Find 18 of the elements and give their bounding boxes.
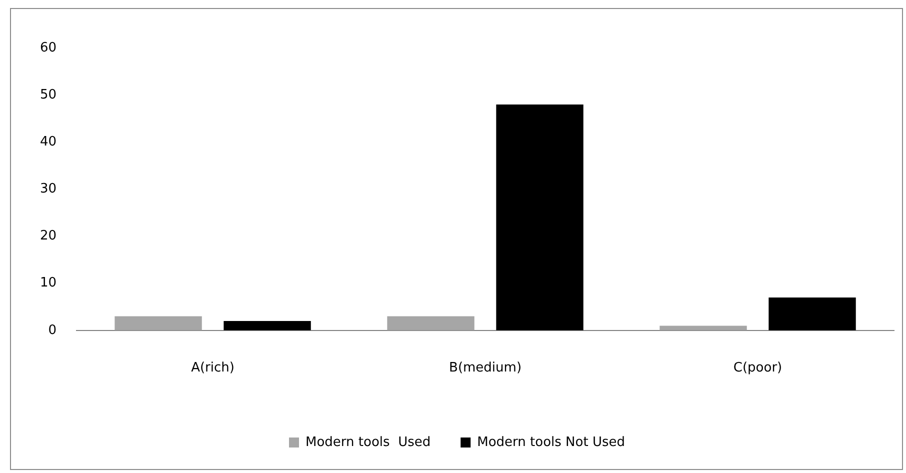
y-tick-label: 60 <box>40 40 57 56</box>
y-tick-label: 30 <box>40 182 57 197</box>
y-tick-label: 0 <box>48 322 57 338</box>
y-tick-label: 20 <box>40 228 57 244</box>
y-tick-label: 10 <box>40 276 57 291</box>
bar <box>496 104 584 330</box>
legend-label: Modern tools Used <box>306 434 431 450</box>
y-tick-label: 40 <box>40 134 57 150</box>
bar <box>660 326 747 330</box>
x-tick-label: C(poor) <box>733 360 782 376</box>
bar <box>768 297 856 330</box>
x-tick-label: A(rich) <box>191 360 234 376</box>
bar <box>224 320 311 330</box>
x-tick-label: B(medium) <box>449 360 522 376</box>
legend-label: Modern tools Not Used <box>477 434 625 450</box>
bar <box>114 316 202 330</box>
bar <box>387 316 474 330</box>
y-tick-label: 50 <box>40 87 57 102</box>
